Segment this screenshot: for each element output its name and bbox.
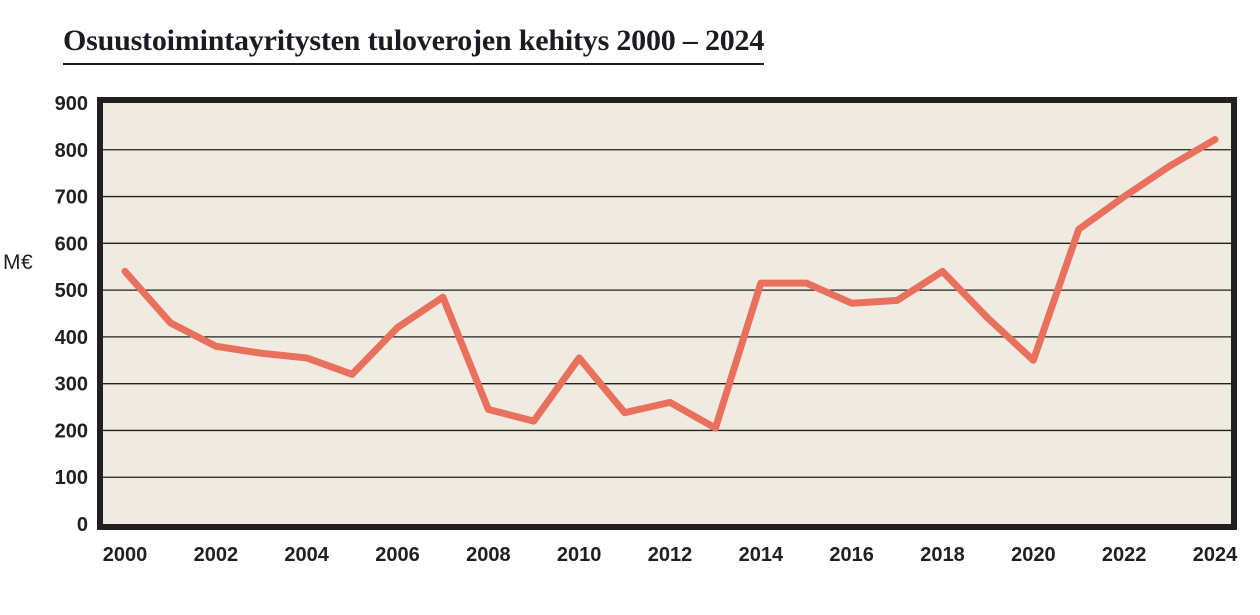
- y-tick-label: 200: [55, 420, 88, 442]
- y-tick-label: 700: [55, 187, 88, 209]
- x-tick-label: 2004: [284, 544, 329, 566]
- x-tick-label: 2012: [648, 544, 693, 566]
- x-tick-label: 2010: [557, 544, 602, 566]
- y-tick-label: 600: [55, 233, 88, 255]
- chart-title: Osuustoimintayritysten tuloverojen kehit…: [63, 24, 764, 65]
- x-tick-label: 2018: [920, 544, 965, 566]
- y-axis-unit-label: M€: [3, 251, 34, 274]
- x-tick-label: 2016: [829, 544, 874, 566]
- x-tick-label: 2020: [1011, 544, 1056, 566]
- x-tick-label: 2000: [103, 544, 148, 566]
- x-tick-label: 2002: [194, 544, 239, 566]
- plot-area: [97, 97, 1237, 530]
- data-line: [121, 135, 1219, 432]
- y-tick-label: 300: [55, 374, 88, 396]
- y-tick-label: 400: [55, 327, 88, 349]
- y-tick-label: 0: [77, 514, 88, 536]
- x-tick-label: 2022: [1102, 544, 1147, 566]
- x-tick-label: 2006: [375, 544, 420, 566]
- x-tick-label: 2008: [466, 544, 511, 566]
- x-tick-label: 2024: [1193, 544, 1238, 566]
- y-tick-label: 900: [55, 93, 88, 115]
- y-tick-label: 800: [55, 140, 88, 162]
- x-tick-label: 2014: [739, 544, 784, 566]
- y-tick-label: 500: [55, 280, 88, 302]
- y-tick-label: 100: [55, 467, 88, 489]
